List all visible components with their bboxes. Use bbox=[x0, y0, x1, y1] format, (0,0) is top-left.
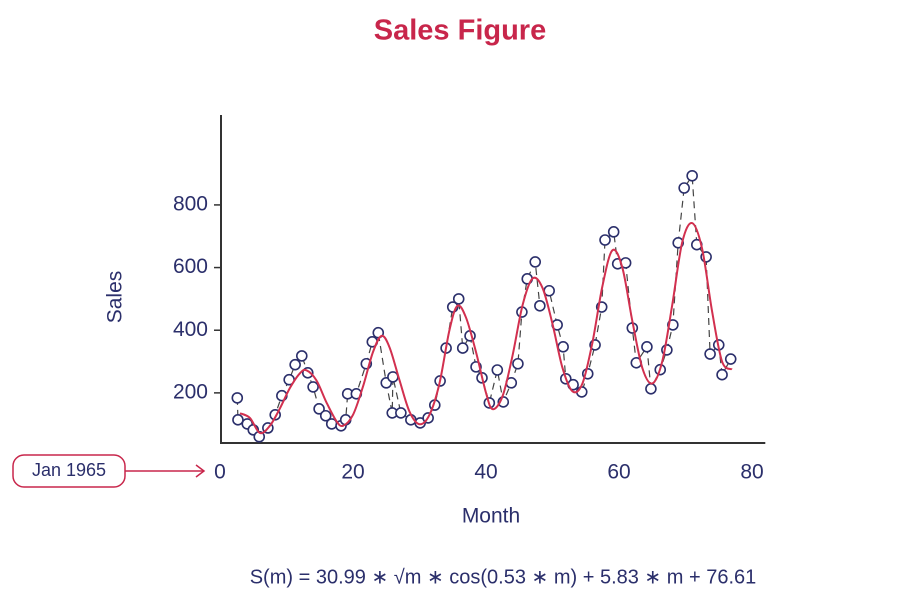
data-point bbox=[716, 368, 728, 381]
data-point bbox=[557, 341, 569, 353]
x-tick-label: 40 bbox=[474, 461, 497, 484]
data-point bbox=[724, 353, 737, 365]
data-point bbox=[686, 169, 698, 182]
data-point bbox=[529, 256, 542, 268]
y-tick-label: 600 bbox=[173, 255, 208, 278]
plot-area: 200 400 600 800 0 20 40 60 80 bbox=[125, 115, 766, 484]
x-axis-label: Month bbox=[462, 505, 520, 528]
data-point bbox=[599, 234, 611, 246]
x-tick-label: 0 bbox=[214, 461, 226, 484]
data-point bbox=[607, 226, 620, 238]
data-point bbox=[512, 357, 524, 370]
fitted-curve bbox=[239, 222, 733, 435]
x-tick-label: 60 bbox=[607, 461, 630, 484]
x-tick-label: 20 bbox=[341, 461, 364, 484]
data-point bbox=[452, 293, 465, 305]
data-point bbox=[641, 341, 653, 353]
data-point bbox=[231, 392, 244, 404]
y-axis-label: Sales bbox=[104, 271, 127, 324]
data-point bbox=[456, 342, 469, 354]
data-point bbox=[319, 409, 332, 422]
data-point bbox=[313, 403, 325, 415]
data-point bbox=[491, 364, 504, 376]
data-point bbox=[307, 381, 319, 393]
formula: S(m) = 30.99 ∗ √m ∗ cos(0.53 ∗ m) + 5.83… bbox=[250, 566, 757, 588]
data-point bbox=[232, 414, 244, 426]
data-point bbox=[704, 348, 716, 360]
data-point bbox=[678, 182, 690, 194]
data-point bbox=[645, 383, 657, 395]
data-point bbox=[534, 299, 546, 312]
data-point bbox=[295, 350, 308, 362]
annotation-arrowhead bbox=[195, 464, 206, 478]
chart-title: Sales Figure bbox=[374, 15, 546, 47]
data-point bbox=[387, 371, 399, 383]
y-tick-label: 200 bbox=[173, 380, 208, 403]
connecting-line bbox=[236, 173, 732, 438]
annotation-text: Jan 1965 bbox=[32, 460, 106, 480]
data-point bbox=[289, 358, 301, 371]
y-tick-label: 400 bbox=[173, 318, 208, 341]
y-tick-label: 800 bbox=[173, 192, 208, 215]
data-point bbox=[395, 407, 407, 419]
x-tick-label: 80 bbox=[740, 461, 763, 484]
